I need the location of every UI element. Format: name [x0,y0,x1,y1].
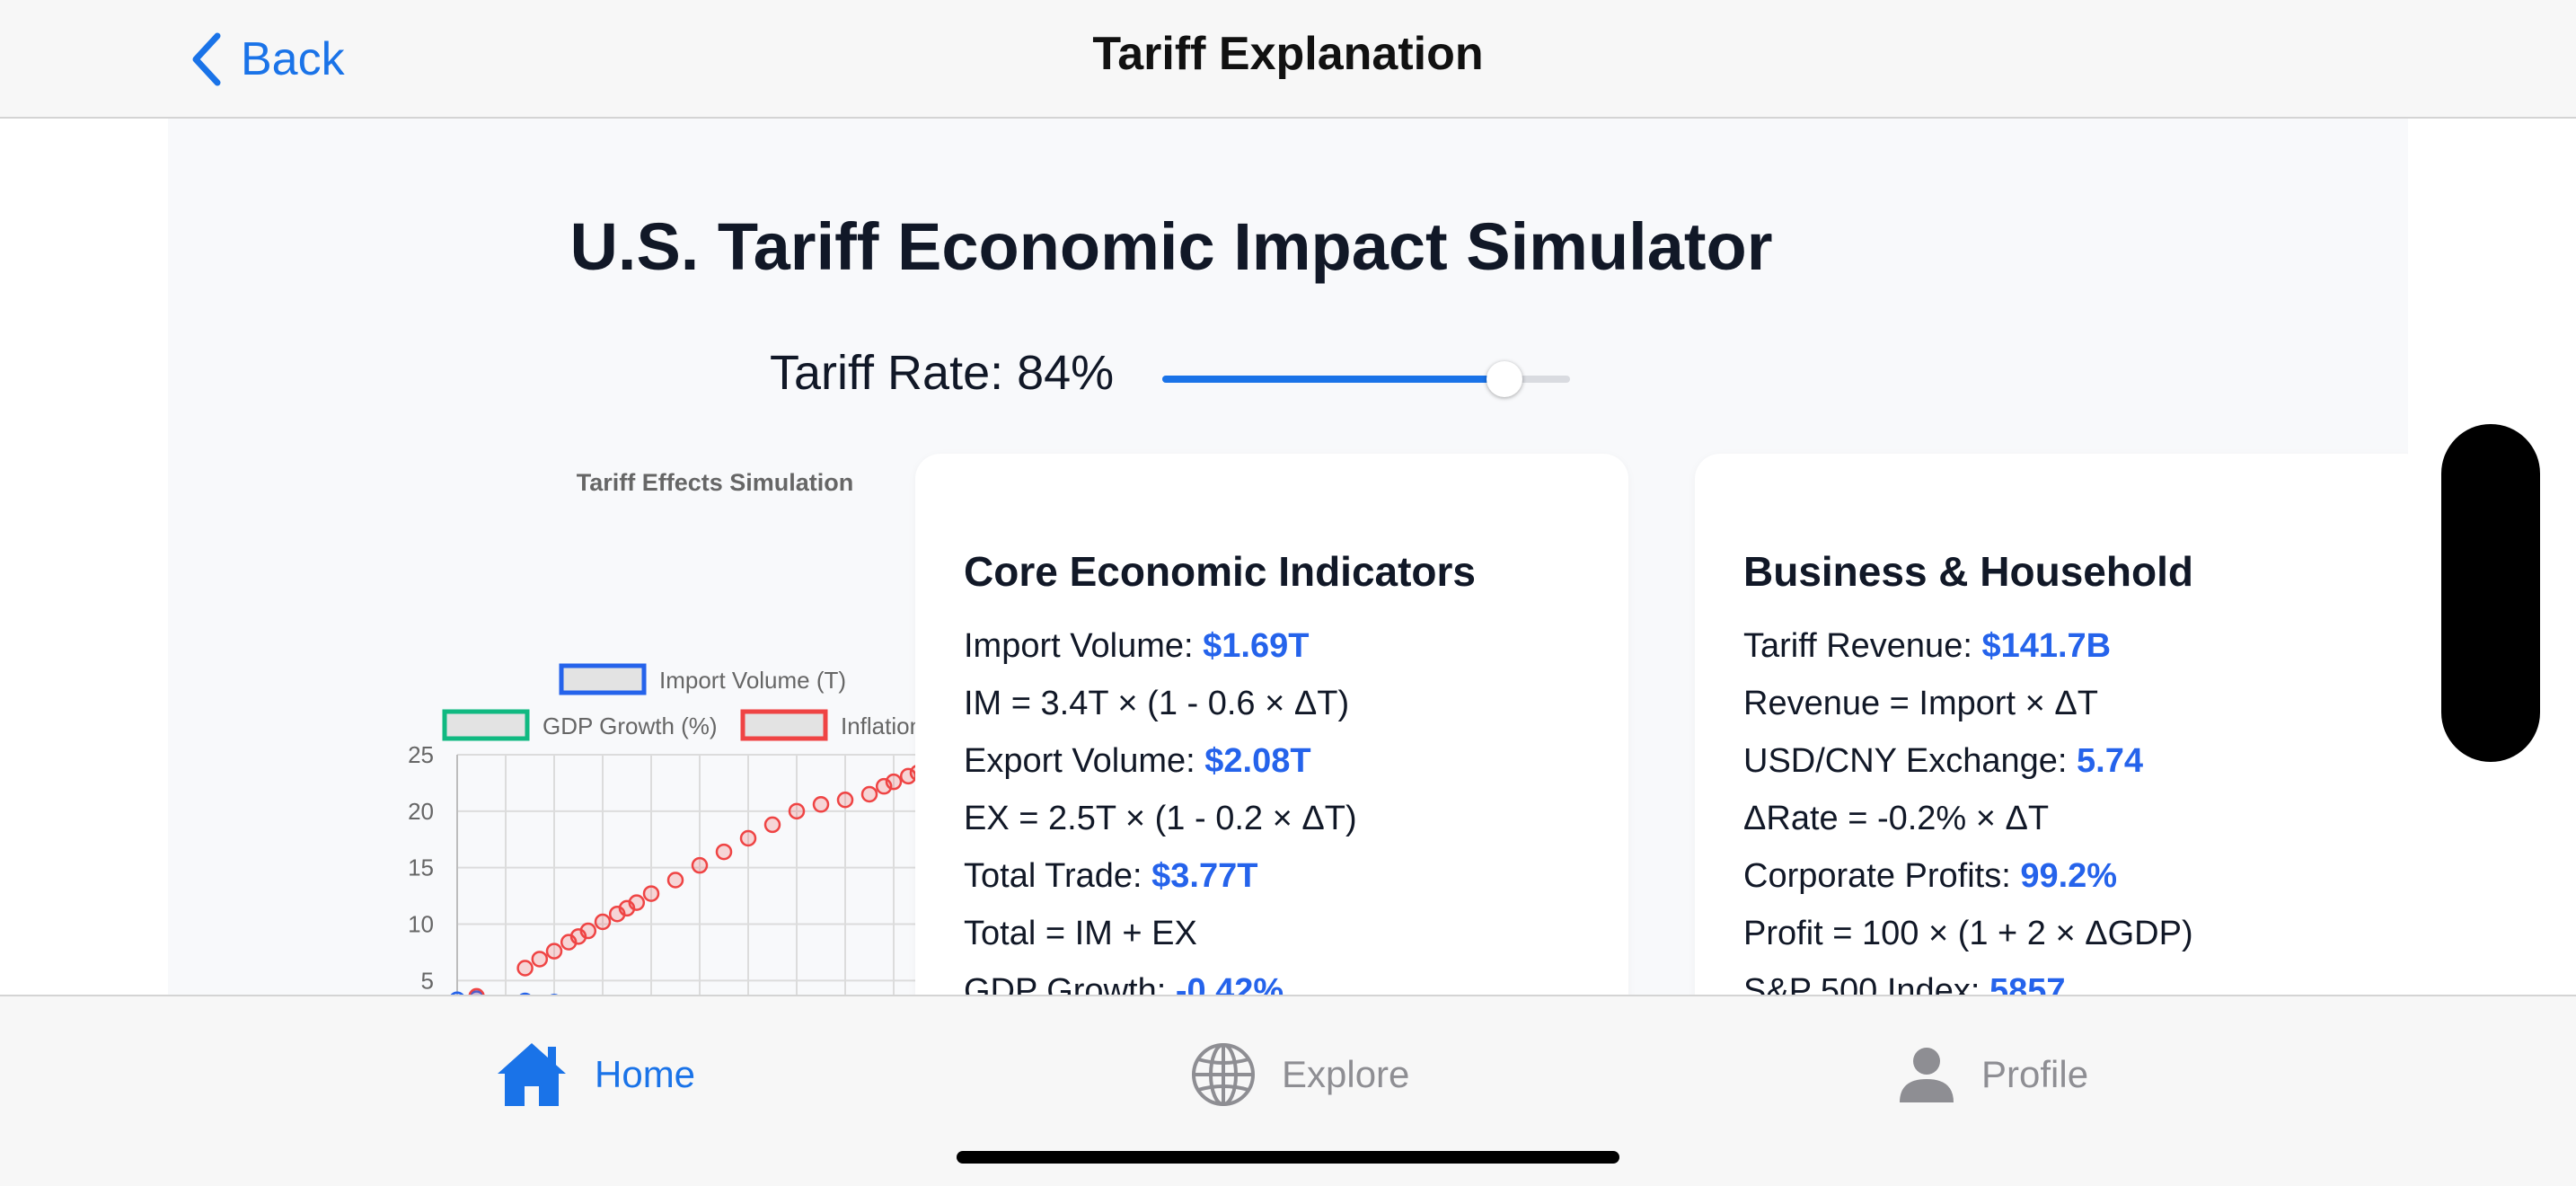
indicator-value: 5.74 [2077,742,2143,780]
tab-label: Explore [1282,1053,1410,1095]
indicator-label: Profit = 100 × (1 + 2 × ΔGDP) [1743,915,2193,952]
tab-bar: Home Explore Profile [0,995,2576,1186]
data-point [531,951,549,968]
indicator-line: Corporate Profits: 99.2% [1743,856,2193,914]
legend-swatch [740,709,828,741]
slider-thumb[interactable] [1486,361,1523,397]
data-point [836,792,854,809]
tab-home[interactable]: Home [494,1034,695,1115]
indicator-label: S&P 500 Index: [1743,972,1989,995]
card-title: Core Economic Indicators [964,548,1477,595]
indicator-label: USD/CNY Exchange: [1743,742,2078,780]
data-point [763,816,781,834]
y-tick-label: 25 [408,741,434,768]
indicator-value: $3.77T [1151,857,1258,895]
indicator-value: $2.08T [1204,742,1311,780]
house-icon [498,1043,566,1106]
indicator-line: GDP Growth: -0.42% [964,971,1357,995]
indicator-label: ΔRate = -0.2% × ΔT [1743,800,2050,837]
scroll-indicator[interactable] [2441,424,2540,762]
data-point [715,843,733,861]
data-point [666,872,684,889]
y-tick-label: 5 [421,967,434,994]
data-point [885,773,903,791]
nav-title: Tariff Explanation [1092,28,1484,80]
indicator-line: EX = 2.5T × (1 - 0.2 × ΔT) [964,799,1357,856]
legend-swatch [559,663,647,695]
y-tick-label: 20 [408,798,434,825]
indicator-value: 99.2% [2020,857,2118,895]
simulator-title: U.S. Tariff Economic Impact Simulator [569,209,1773,284]
business-household-card: Business & Household Tariff Revenue: $14… [1695,454,2408,995]
indicator-label: Total = IM + EX [964,915,1197,952]
navigation-bar: Back Tariff Explanation [0,0,2576,119]
indicator-label: Export Volume: [964,742,1205,780]
indicator-line: Export Volume: $2.08T [964,741,1357,799]
indicator-line: ΔRate = -0.2% × ΔT [1743,799,2193,856]
globe-icon [1192,1043,1255,1106]
chart-svg: Tariff Effects Simulation Import Volume (… [408,469,992,995]
indicator-line: Total Trade: $3.77T [964,856,1357,914]
indicator-label: Corporate Profits: [1743,857,2021,895]
indicator-line: Total = IM + EX [964,914,1357,971]
indicator-line: USD/CNY Exchange: 5.74 [1743,741,2193,799]
indicator-value: $141.7B [1981,627,2112,665]
indicator-label: EX = 2.5T × (1 - 0.2 × ΔT) [964,800,1357,837]
card-title: Business & Household [1743,548,2193,595]
indicator-line: Tariff Revenue: $141.7B [1743,626,2193,684]
chevron-left-icon [192,32,221,86]
tab-explore[interactable]: Explore [1190,1034,1409,1115]
data-point [739,829,757,847]
data-point [860,785,878,803]
tariff-effects-chart: Tariff Effects Simulation Import Volume (… [213,456,1021,995]
indicator-list: Tariff Revenue: $141.7B Revenue = Import … [1743,626,2193,995]
data-point [519,992,531,995]
chart-title: Tariff Effects Simulation [577,469,854,496]
tab-profile[interactable]: Profile [1897,1034,2088,1115]
core-indicators-card: Core Economic Indicators Import Volume: … [915,454,1628,995]
indicator-list: Import Volume: $1.69T IM = 3.4T × (1 - 0.… [964,626,1357,995]
data-point [516,960,534,977]
data-point [642,885,660,902]
tariff-rate-slider[interactable] [1162,361,1570,397]
tab-label: Home [595,1053,696,1095]
data-point [469,990,484,995]
indicator-label: Total Trade: [964,857,1152,895]
legend-swatch [442,709,530,741]
indicator-label: Import Volume: [964,627,1204,665]
person-icon [1900,1048,1954,1102]
data-point [628,894,646,911]
indicator-line: Import Volume: $1.69T [964,626,1357,684]
home-indicator[interactable] [957,1151,1619,1164]
indicator-line: S&P 500 Index: 5857 [1743,971,2193,995]
data-point [788,802,806,820]
tab-label: Profile [1981,1053,2089,1095]
indicator-value: $1.69T [1203,627,1310,665]
indicator-line: Profit = 100 × (1 + 2 × ΔGDP) [1743,914,2193,971]
indicator-label: Revenue = Import × ΔT [1743,685,2099,722]
indicator-label: Tariff Revenue: [1743,627,1982,665]
data-point [691,856,709,874]
slider-fill [1162,376,1505,383]
indicator-line: Revenue = Import × ΔT [1743,684,2193,741]
y-tick-label: 15 [408,854,434,881]
data-point [594,913,612,931]
back-button[interactable]: Back [189,29,345,90]
legend-label: Import Volume (T) [659,667,846,694]
data-point [450,991,464,995]
data-point [468,987,485,995]
tariff-rate-label: Tariff Rate: 84% [770,346,1115,400]
simulator-content[interactable]: U.S. Tariff Economic Impact Simulator Ta… [168,119,2408,995]
indicator-value: 5857 [1989,972,2066,995]
data-point [812,796,830,813]
data-point [579,922,597,940]
indicator-label: IM = 3.4T × (1 - 0.6 × ΔT) [964,685,1350,722]
indicator-value: -0.42% [1175,972,1284,995]
data-point [545,943,563,960]
indicator-line: IM = 3.4T × (1 - 0.6 × ΔT) [964,684,1357,741]
legend-label: GDP Growth (%) [543,712,718,739]
back-label: Back [241,33,345,85]
indicator-label: GDP Growth: [964,972,1176,995]
y-tick-label: 10 [408,911,434,938]
